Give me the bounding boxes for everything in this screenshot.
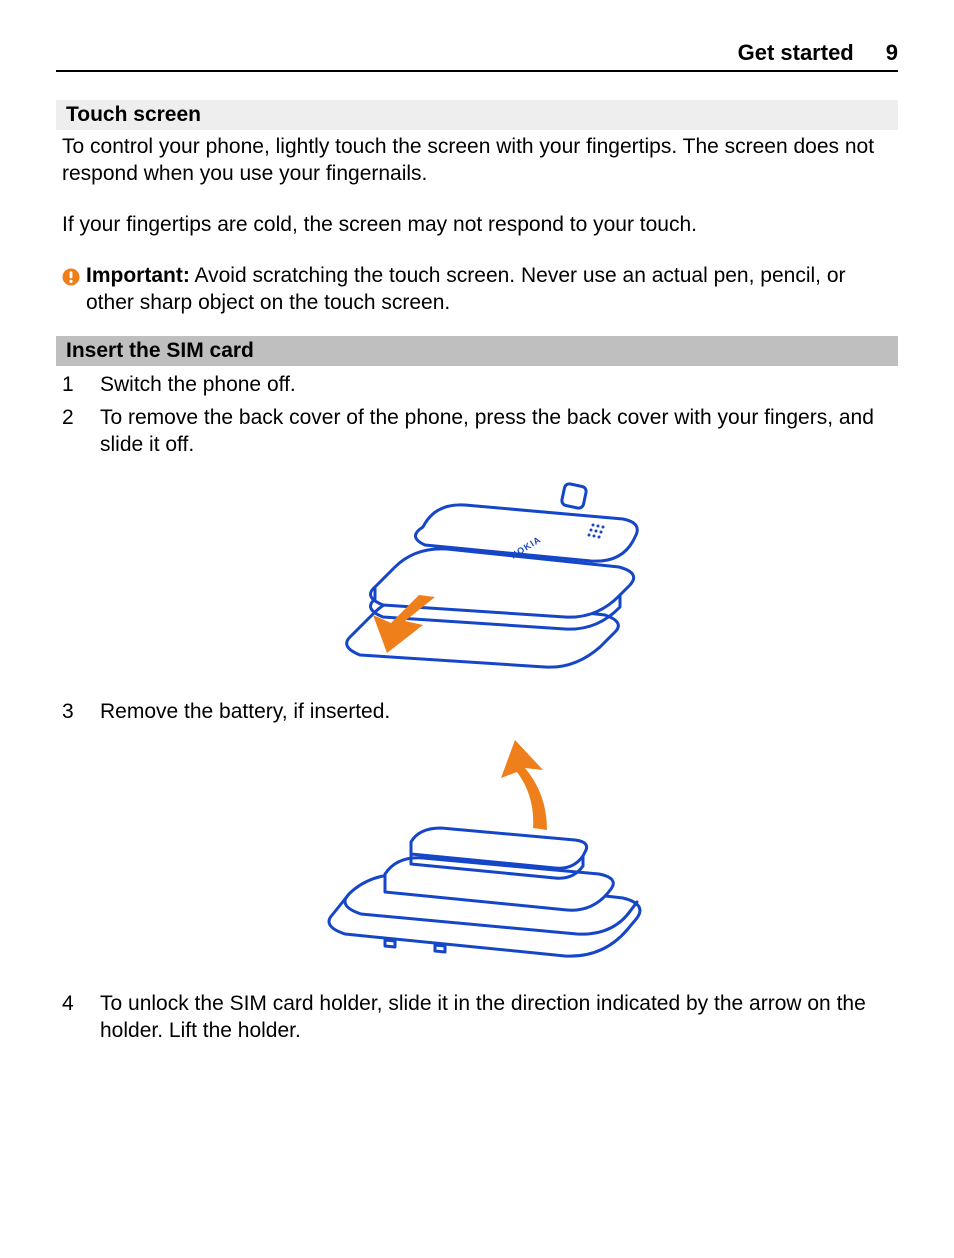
section-heading-insert-sim: Insert the SIM card	[56, 336, 898, 366]
figure-remove-battery	[62, 734, 898, 969]
important-label: Important:	[86, 264, 190, 287]
diagram-phone-battery	[315, 734, 645, 969]
important-icon	[62, 267, 80, 285]
page-header: Get started 9	[56, 40, 898, 72]
insert-sim-steps: 1 Switch the phone off. 2 To remove the …	[56, 372, 898, 1044]
step-number: 1	[62, 372, 82, 399]
step-number: 3	[62, 699, 82, 726]
important-text-wrapper: Important: Avoid scratching the touch sc…	[86, 263, 898, 317]
list-item: 4 To unlock the SIM card holder, slide i…	[62, 991, 898, 1045]
step-number: 2	[62, 405, 82, 459]
header-page-number: 9	[886, 40, 898, 66]
step-text: Remove the battery, if inserted.	[100, 699, 898, 726]
arrow-lift-direction	[501, 740, 547, 830]
important-note: Important: Avoid scratching the touch sc…	[56, 259, 898, 317]
step-text: To unlock the SIM card holder, slide it …	[100, 991, 898, 1045]
list-item: 3 Remove the battery, if inserted.	[62, 699, 898, 726]
header-section-title: Get started	[738, 40, 854, 66]
list-item: 2 To remove the back cover of the phone,…	[62, 405, 898, 459]
step-number: 4	[62, 991, 82, 1045]
manual-page: Get started 9 Touch screen To control yo…	[0, 0, 954, 1258]
touch-screen-para-2: If your fingertips are cold, the screen …	[56, 208, 898, 239]
important-text: Avoid scratching the touch screen. Never…	[86, 264, 846, 314]
touch-screen-para-1: To control your phone, lightly touch the…	[56, 130, 898, 188]
step-text: Switch the phone off.	[100, 372, 898, 399]
diagram-phone-cover: NOKIA	[315, 467, 645, 677]
figure-back-cover-slide: NOKIA	[62, 467, 898, 677]
list-item: 1 Switch the phone off.	[62, 372, 898, 399]
step-text: To remove the back cover of the phone, p…	[100, 405, 898, 459]
section-heading-touch-screen: Touch screen	[56, 100, 898, 130]
